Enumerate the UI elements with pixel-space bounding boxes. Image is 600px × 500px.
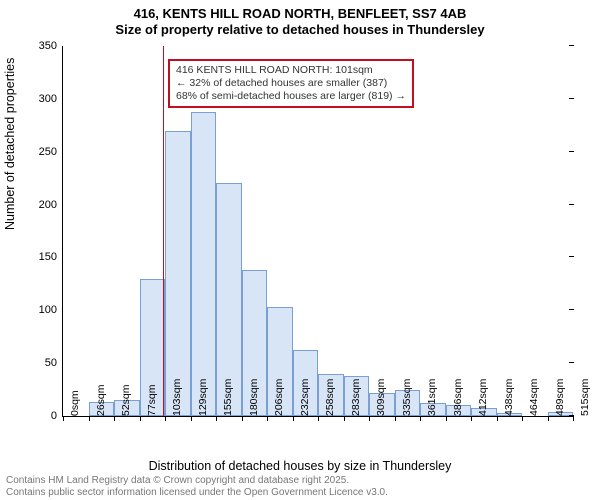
x-tick-label: 309sqm [373,379,387,416]
x-tick-label: 489sqm [552,379,566,416]
x-tick-mark [522,416,523,421]
x-tick-mark [267,416,268,421]
x-tick-label: 206sqm [271,379,285,416]
y-axis-label: Number of detached properties [3,58,17,230]
chart-container: 416, KENTS HILL ROAD NORTH, BENFLEET, SS… [0,0,600,500]
x-tick-label: 77sqm [144,384,158,416]
x-tick-label: 232sqm [297,379,311,416]
y-tick-label: 250 [39,146,63,158]
x-tick-mark [548,416,549,421]
reference-line [163,46,164,416]
x-tick-label: 283sqm [348,379,362,416]
y-tick-label: 200 [39,199,63,211]
x-tick-mark [497,416,498,421]
y-tick-mark [569,362,574,363]
x-tick-mark [344,416,345,421]
x-tick-label: 258sqm [322,379,336,416]
histogram-bar [191,112,217,416]
x-tick-mark [63,416,64,421]
title-line-2: Size of property relative to detached ho… [0,22,600,38]
x-tick-mark [573,416,574,421]
x-tick-mark [216,416,217,421]
y-tick-label: 50 [45,357,63,369]
y-tick-label: 100 [39,304,63,316]
x-tick-mark [395,416,396,421]
y-tick-mark [569,45,574,46]
x-tick-mark [242,416,243,421]
x-tick-label: 52sqm [118,384,132,416]
footer-attribution: Contains HM Land Registry data © Crown c… [6,475,388,498]
x-tick-mark [446,416,447,421]
annotation-line-3: 68% of semi-detached houses are larger (… [176,90,406,103]
chart-title: 416, KENTS HILL ROAD NORTH, BENFLEET, SS… [0,0,600,39]
x-tick-mark [318,416,319,421]
y-tick-label: 350 [39,40,63,52]
x-tick-label: 386sqm [450,379,464,416]
x-tick-label: 412sqm [475,379,489,416]
x-tick-mark [89,416,90,421]
y-tick-mark [569,256,574,257]
x-tick-label: 180sqm [246,379,260,416]
x-tick-mark [140,416,141,421]
y-tick-mark [569,98,574,99]
x-tick-label: 515sqm [577,379,591,416]
histogram-bar [165,131,191,416]
x-tick-label: 438sqm [501,379,515,416]
annotation-box: 416 KENTS HILL ROAD NORTH: 101sqm← 32% o… [168,59,414,108]
x-tick-label: 129sqm [195,379,209,416]
x-tick-label: 464sqm [526,379,540,416]
annotation-line-2: ← 32% of detached houses are smaller (38… [176,77,406,90]
x-tick-mark [420,416,421,421]
x-tick-mark [293,416,294,421]
y-tick-label: 300 [39,93,63,105]
x-tick-mark [369,416,370,421]
x-tick-mark [191,416,192,421]
x-tick-label: 103sqm [169,379,183,416]
x-tick-mark [471,416,472,421]
y-tick-label: 150 [39,251,63,263]
title-line-1: 416, KENTS HILL ROAD NORTH, BENFLEET, SS… [0,6,600,22]
y-tick-mark [569,204,574,205]
y-tick-label: 0 [51,410,63,422]
y-tick-mark [569,309,574,310]
x-tick-label: 361sqm [424,379,438,416]
x-tick-label: 155sqm [220,379,234,416]
y-tick-mark [569,151,574,152]
x-tick-mark [114,416,115,421]
x-axis-label: Distribution of detached houses by size … [0,459,600,473]
footer-line-2: Contains public sector information licen… [6,487,388,499]
x-tick-label: 0sqm [67,390,81,416]
x-tick-mark [165,416,166,421]
plot-area: 0501001502002503003500sqm26sqm52sqm77sqm… [62,46,573,417]
x-tick-label: 26sqm [93,384,107,416]
footer-line-1: Contains HM Land Registry data © Crown c… [6,475,388,487]
annotation-line-1: 416 KENTS HILL ROAD NORTH: 101sqm [176,64,406,77]
x-tick-label: 335sqm [399,379,413,416]
